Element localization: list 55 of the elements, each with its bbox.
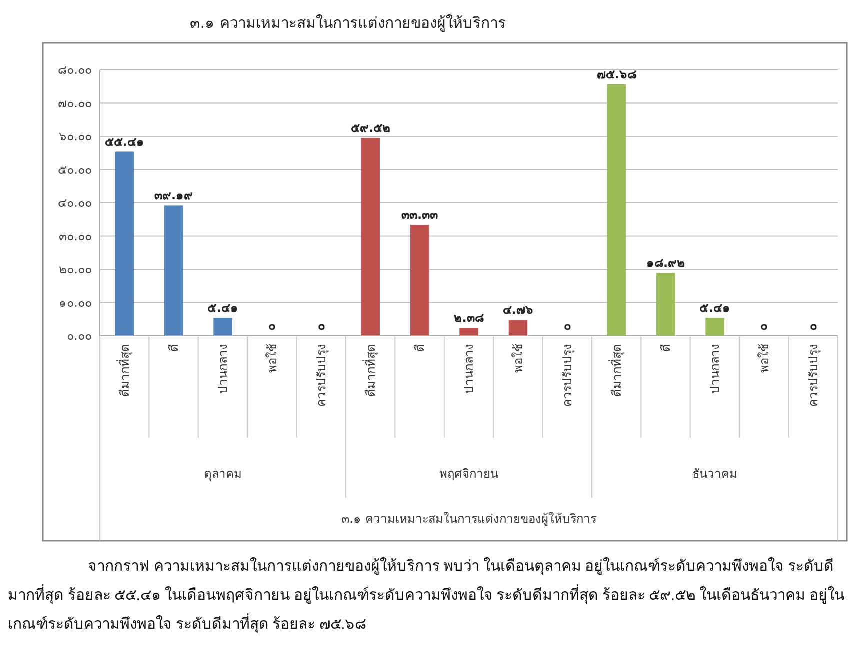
data-label: ๓๙.๑๙ bbox=[154, 188, 194, 203]
bar bbox=[410, 225, 430, 336]
bar bbox=[656, 273, 676, 336]
x-tick-label: ควรปรับปรุง bbox=[314, 344, 330, 407]
x-tick-label: ดี bbox=[413, 344, 427, 352]
data-label: ๕.๔๑ bbox=[208, 301, 238, 316]
text: ธันวาคม bbox=[692, 467, 738, 481]
x-tick-label: ดีมากที่สุด bbox=[116, 344, 133, 397]
y-tick-label: ๒๐.๐๐ bbox=[59, 262, 92, 277]
x-tick-label: ดี bbox=[659, 344, 673, 352]
bar bbox=[164, 206, 184, 336]
data-label: ๐ bbox=[564, 319, 571, 333]
y-tick-label: ๗๐.๐๐ bbox=[58, 96, 92, 110]
bar bbox=[115, 152, 134, 336]
x-tick-label: พอใช้ bbox=[265, 344, 280, 373]
bar bbox=[214, 318, 232, 336]
y-tick-label: ๑๐.๐๐ bbox=[59, 296, 92, 310]
data-label: ๓๓.๓๓ bbox=[402, 208, 438, 222]
x-tick-label: ดีมากที่สุด bbox=[608, 344, 625, 397]
bar bbox=[460, 328, 478, 336]
chart-title: ๓.๑ ความเหมาะสมในการแต่งกายของผู้ให้บริการ bbox=[190, 14, 506, 32]
x-tick-label: ดี bbox=[167, 344, 181, 352]
y-tick-label: ๘๐.๐๐ bbox=[58, 63, 92, 78]
data-label: ๐ bbox=[810, 319, 817, 333]
data-label: ๐ bbox=[268, 319, 276, 333]
x-tick-label: พอใช้ bbox=[511, 344, 526, 373]
y-tick-label: ๔๐.๐๐ bbox=[58, 196, 92, 210]
bar bbox=[508, 320, 528, 336]
x-tick-label: พอใช้ bbox=[757, 344, 772, 373]
data-label: ๔.๗๖ bbox=[502, 303, 534, 318]
text: พฤศจิกายน bbox=[440, 467, 498, 481]
data-label: ๕.๔๑ bbox=[700, 301, 730, 316]
x-tick-label: ปานกลาง bbox=[216, 344, 230, 394]
data-label: ๗๕.๖๘ bbox=[596, 67, 636, 82]
x-tick-label: ดีมากที่สุด bbox=[362, 344, 379, 397]
bar bbox=[706, 318, 724, 336]
text: จากกราฟ ความเหมาะสมในการแต่งกายของผู้ให้บริการ พบว่า ในเดือนตุลาคม อยู่ในเกณฑ์ระดับความพึงพอใจ ระดับดีมากที่สุด ร้อยละ ๕๕.๔๑ ในเดือนพฤศจิกายน อยู่ในเกณฑ์ระดับความพึงพอใจ ระดับดีมากที่สุด ร้อยละ ๕๙.๕๒ ในเดือนธันวาคม อยู่ในเกณฑ์ระดับความพึงพอใจ ระดับดีมาที่สุด ร้อยละ ๗๕.๖๘ bbox=[8, 556, 846, 636]
x-tick-label: ควรปรับปรุง bbox=[806, 344, 822, 407]
data-label: ๕๙.๕๒ bbox=[350, 121, 390, 136]
x-tick-label: ปานกลาง bbox=[708, 344, 722, 394]
bar bbox=[607, 84, 626, 336]
data-label: ๐ bbox=[318, 319, 325, 333]
y-tick-label: ๕๐.๐๐ bbox=[58, 162, 92, 177]
bar bbox=[361, 138, 380, 336]
text: ตุลาคม bbox=[204, 467, 242, 482]
text: ๓.๑ ความเหมาะสมในการแต่งกายของผู้ให้บริการ bbox=[342, 512, 598, 527]
data-label: ๕๕.๔๑ bbox=[104, 134, 144, 149]
data-label: ๑๘.๙๒ bbox=[646, 256, 686, 270]
data-label: ๒.๓๘ bbox=[454, 311, 484, 326]
y-tick-label: ๖๐.๐๐ bbox=[59, 130, 92, 144]
data-label: ๐ bbox=[760, 319, 768, 333]
y-tick-label: ๐.๐๐ bbox=[67, 329, 92, 344]
y-tick-label: ๓๐.๐๐ bbox=[59, 229, 92, 244]
x-tick-label: ควรปรับปรุง bbox=[560, 344, 576, 407]
x-tick-label: ปานกลาง bbox=[462, 344, 476, 394]
